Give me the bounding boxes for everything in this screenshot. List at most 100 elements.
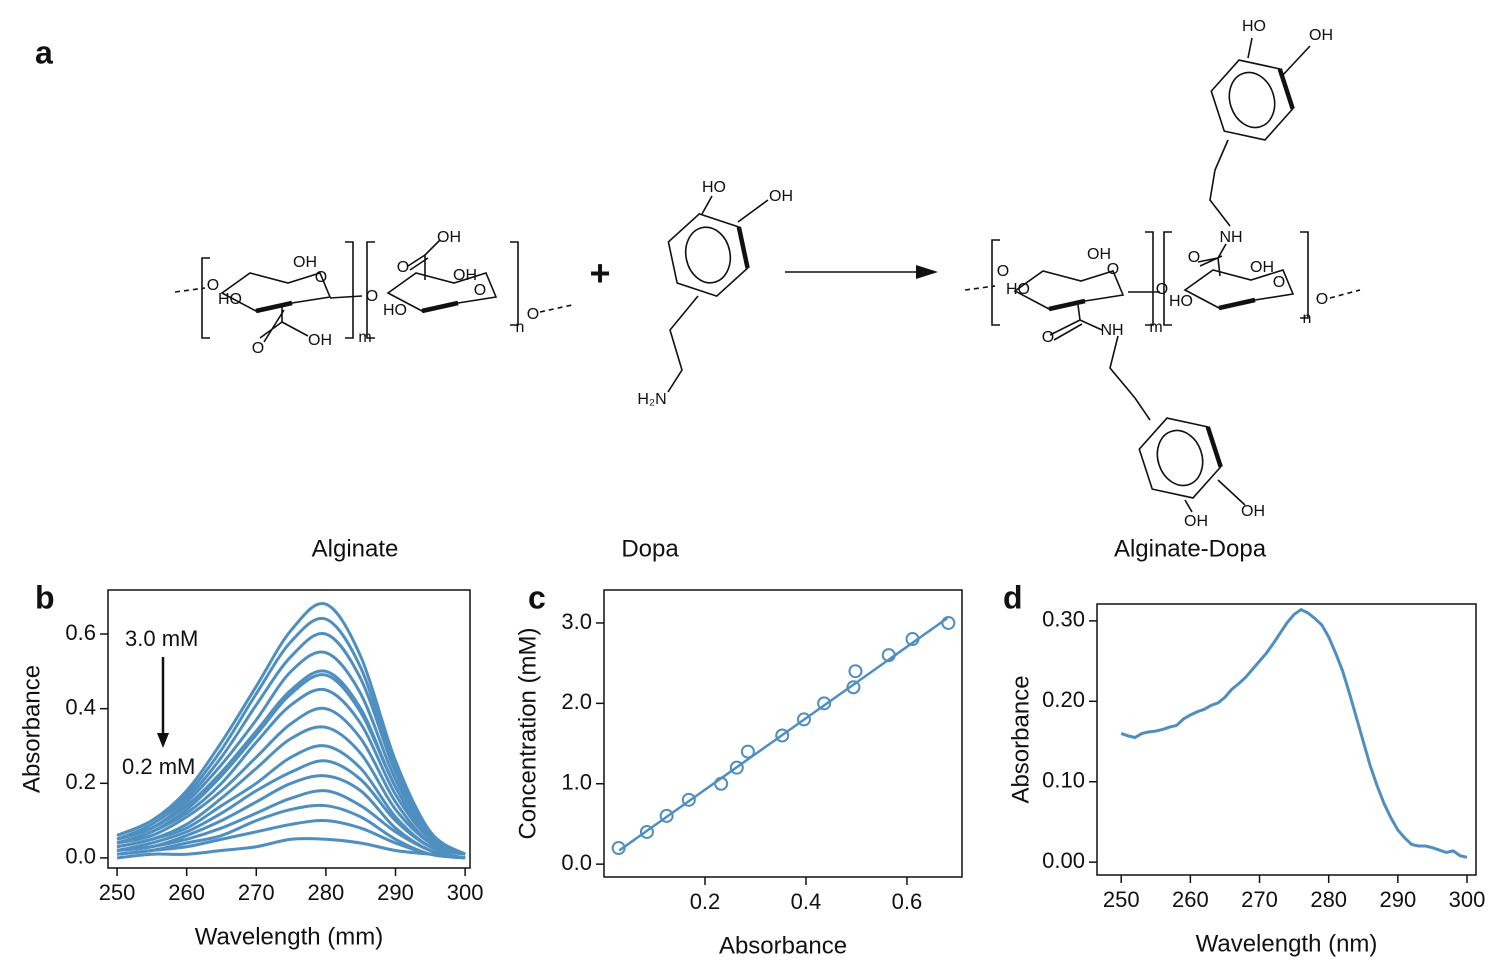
atom-label: HO bbox=[218, 291, 242, 308]
data-point bbox=[681, 792, 696, 807]
y-tick-label: 0.0 bbox=[561, 850, 592, 875]
x-axis-label: Wavelength (mm) bbox=[195, 923, 383, 950]
atom-label: NH bbox=[1100, 322, 1123, 339]
atom-label: O bbox=[1042, 329, 1054, 346]
fit-line bbox=[618, 617, 949, 852]
x-tick-label: 260 bbox=[1172, 887, 1209, 912]
data-point bbox=[846, 680, 861, 695]
x-tick-label: 280 bbox=[308, 880, 345, 905]
plus: + bbox=[589, 253, 610, 294]
bond bbox=[1247, 37, 1311, 77]
arrowhead bbox=[916, 265, 938, 279]
bond bbox=[407, 239, 441, 280]
bond bbox=[539, 304, 573, 313]
spectrum-line bbox=[116, 673, 466, 856]
spectrum-line bbox=[116, 819, 466, 860]
atom-label: O bbox=[997, 263, 1009, 280]
atom-label: NH bbox=[1219, 229, 1242, 246]
y-tick-label: 0.2 bbox=[65, 769, 96, 794]
annotation: 0.2 mM bbox=[122, 754, 195, 779]
y-tick-label: 0.00 bbox=[1042, 848, 1085, 873]
atom-label: n bbox=[1303, 310, 1312, 327]
data-point bbox=[796, 712, 811, 727]
bond bbox=[667, 195, 769, 393]
atom-label: O bbox=[1156, 281, 1168, 298]
atom-label: OH bbox=[308, 332, 332, 349]
y-tick-label: 0.20 bbox=[1042, 687, 1085, 712]
panel-label: d bbox=[1003, 579, 1023, 615]
bond bbox=[174, 287, 206, 293]
x-tick-label: 0.4 bbox=[791, 889, 822, 914]
compound-name: Alginate-Dopa bbox=[1114, 535, 1267, 562]
x-axis-label: Wavelength (nm) bbox=[1196, 930, 1378, 957]
x-tick-label: 250 bbox=[1103, 887, 1140, 912]
data-point bbox=[941, 615, 956, 630]
atom-label: OH bbox=[1184, 513, 1208, 530]
bracket bbox=[345, 241, 354, 339]
atom-label: O bbox=[366, 288, 378, 305]
data-point bbox=[740, 744, 755, 759]
atom-label: HO bbox=[383, 302, 407, 319]
data-point bbox=[775, 728, 790, 743]
x-axis-label: Absorbance bbox=[719, 932, 847, 959]
bond bbox=[1329, 289, 1361, 299]
spectrum-line bbox=[116, 687, 466, 856]
dopa-structure bbox=[664, 195, 938, 393]
y-tick-label: 0.0 bbox=[65, 844, 96, 869]
atom-label: OH bbox=[437, 229, 461, 246]
atom-label: O bbox=[474, 282, 486, 299]
atom-label: O bbox=[315, 269, 327, 286]
compound-name: Alginate bbox=[312, 535, 399, 562]
atom-label: OH bbox=[1309, 27, 1333, 44]
data-point bbox=[817, 696, 832, 711]
bracket bbox=[201, 257, 210, 339]
atom-label: HO bbox=[702, 179, 726, 196]
alginate-dopa-structure bbox=[964, 37, 1361, 513]
atom-label: m bbox=[358, 329, 371, 346]
y-axis-label: Concentration (mM) bbox=[514, 627, 541, 839]
ring bbox=[1205, 49, 1299, 151]
spectrum-line bbox=[1120, 607, 1468, 859]
panel-label: c bbox=[528, 579, 546, 615]
bond bbox=[1197, 139, 1231, 277]
atom-label: O bbox=[527, 306, 539, 323]
plot-frame bbox=[107, 589, 471, 869]
chart: d 250 260 270 280 290 300 0.00 0.10 0.20 0.30 Wavel… bbox=[1003, 579, 1485, 957]
panel-label: a bbox=[35, 34, 53, 70]
atom-label: OH bbox=[1087, 246, 1111, 263]
x-tick-label: 270 bbox=[1241, 887, 1278, 912]
bond bbox=[255, 300, 293, 314]
spectrum-line bbox=[116, 650, 466, 856]
spectrum-line bbox=[116, 837, 466, 860]
atom-label: OH bbox=[1241, 503, 1265, 520]
atom-label: O bbox=[1273, 274, 1285, 291]
annotation: 3.0 mM bbox=[125, 626, 198, 651]
y-tick-label: 2.0 bbox=[561, 689, 592, 714]
x-tick-label: 300 bbox=[1449, 887, 1486, 912]
atom-label: O bbox=[252, 340, 264, 357]
spectrum-line bbox=[116, 744, 466, 856]
ring bbox=[1133, 407, 1227, 509]
spectrum-line bbox=[116, 774, 466, 860]
spectrum-line bbox=[116, 759, 466, 856]
x-tick-label: 270 bbox=[238, 880, 275, 905]
bracket bbox=[1163, 231, 1172, 326]
atom-label: O bbox=[1188, 249, 1200, 266]
plot-frame bbox=[1096, 603, 1477, 876]
bracket bbox=[510, 241, 519, 326]
chart: b 250 260 270 280 290 300 0.0 0.2 0.4 0.6 Wavelengt… bbox=[18, 579, 483, 950]
y-axis-label: Absorbance bbox=[1007, 675, 1034, 803]
data-point bbox=[659, 808, 674, 823]
bond bbox=[1049, 304, 1151, 421]
alginate-structure bbox=[174, 239, 573, 343]
compound-name: Dopa bbox=[621, 535, 679, 562]
data-point bbox=[729, 760, 744, 775]
chart: c 0.2 0.4 0.6 0.0 1.0 2.0 3.0 Absorbance Concentr… bbox=[514, 579, 963, 959]
x-tick-label: 0.2 bbox=[690, 889, 721, 914]
atom-label: HO bbox=[1242, 18, 1266, 35]
atom-label: OH bbox=[769, 188, 793, 205]
bracket bbox=[991, 239, 1000, 326]
atom-label: O bbox=[207, 277, 219, 294]
y-tick-label: 0.10 bbox=[1042, 768, 1085, 793]
